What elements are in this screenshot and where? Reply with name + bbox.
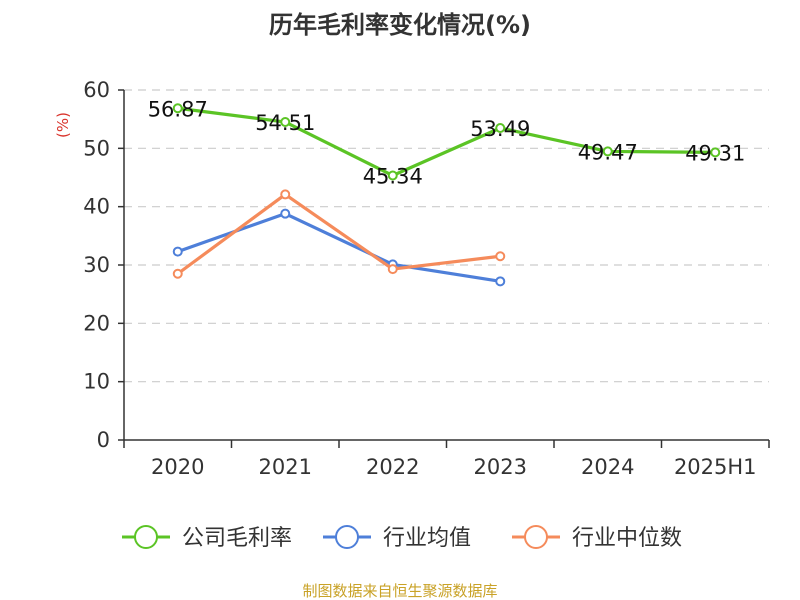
data-point xyxy=(710,147,721,158)
series-lines xyxy=(172,103,721,287)
data-label: 45.34 xyxy=(363,165,423,189)
data-point xyxy=(602,146,613,157)
chart-title: 历年毛利率变化情况(%) xyxy=(269,11,531,39)
y-tick-label: 50 xyxy=(83,136,110,160)
data-labels: 56.87 54.51 45.34 53.49 49.47 49.31 xyxy=(148,97,746,188)
series-line-0 xyxy=(177,106,716,178)
legend-swatch-marker xyxy=(134,525,158,549)
data-label: 49.31 xyxy=(685,141,745,165)
x-tick-label: 2021 xyxy=(259,455,312,479)
x-tick-label: 2025H1 xyxy=(674,455,757,479)
data-point xyxy=(387,170,398,181)
axes: 0 10 20 30 40 50 60 2020 2021 2022 2023 2024 2025H1 xyxy=(83,78,770,479)
legend-label: 行业均值 xyxy=(383,526,471,551)
y-tick-label: 30 xyxy=(83,253,110,277)
data-label: 49.47 xyxy=(578,140,638,164)
data-label: 56.87 xyxy=(148,97,208,121)
data-point xyxy=(280,189,291,200)
source-note: 制图数据来自恒生聚源数据库 xyxy=(302,582,497,600)
series-line-2 xyxy=(176,192,501,276)
data-point xyxy=(280,208,291,219)
y-tick-label: 0 xyxy=(97,428,110,452)
grid-lines xyxy=(124,89,769,383)
data-point xyxy=(172,246,183,257)
data-point xyxy=(387,264,398,275)
y-tick-label: 40 xyxy=(83,195,110,219)
legend-label: 行业中位数 xyxy=(572,526,682,551)
y-axis-unit-label: (%) xyxy=(54,112,72,138)
x-tick-label: 2024 xyxy=(581,455,634,479)
legend-label: 公司毛利率 xyxy=(182,526,292,551)
legend: 公司毛利率 行业均值 行业中位数 xyxy=(122,525,682,551)
data-label: 54.51 xyxy=(255,111,315,135)
x-tick-label: 2022 xyxy=(366,455,419,479)
data-point xyxy=(495,122,506,133)
series-line-1 xyxy=(177,212,501,283)
y-tick-label: 10 xyxy=(83,370,110,394)
data-label: 53.49 xyxy=(470,117,530,141)
x-tick-label: 2023 xyxy=(474,455,527,479)
data-point xyxy=(495,251,506,262)
data-point xyxy=(280,117,291,128)
y-tick-label: 60 xyxy=(83,78,110,102)
data-point xyxy=(172,103,183,114)
data-point xyxy=(172,268,183,279)
legend-swatch-marker xyxy=(524,525,548,549)
legend-swatch-marker xyxy=(335,525,359,549)
y-tick-label: 20 xyxy=(83,311,110,335)
data-point xyxy=(495,276,506,287)
x-tick-label: 2020 xyxy=(151,455,204,479)
